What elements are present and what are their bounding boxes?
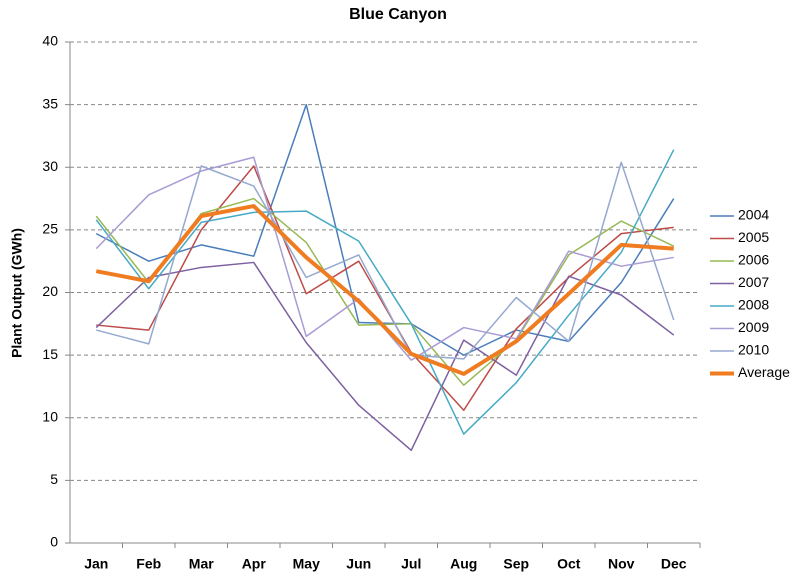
legend-label: 2010 [738,342,769,358]
x-tick-label: Feb [136,556,161,572]
series-line [96,161,675,360]
legend-label: 2009 [738,319,769,335]
legend-label: 2005 [738,229,769,245]
legend-label: Average [738,364,790,380]
x-tick-label: Mar [189,556,214,572]
y-tick-label: 20 [42,283,58,299]
y-tick-label: 25 [42,221,58,237]
x-tick-label: Jul [401,556,421,572]
x-tick-label: Apr [242,556,267,572]
x-tick-label: Sep [503,556,529,572]
y-tick-label: 30 [42,158,58,174]
series-line [95,204,674,376]
series-line [95,261,675,452]
y-tick-label: 0 [50,534,58,550]
x-tick-label: Aug [450,556,477,572]
legend-label: 2008 [738,297,769,313]
y-tick-label: 35 [42,95,58,111]
x-tick-label: Nov [608,556,635,572]
series-line [96,165,674,411]
y-tick-label: 15 [42,346,58,362]
y-tick-label: 10 [42,408,58,424]
x-tick-label: Jan [84,556,108,572]
y-tick-label: 40 [42,33,58,49]
chart-title: Blue Canyon [349,6,447,23]
x-tick-label: Jun [346,556,371,572]
x-tick-label: May [293,556,320,572]
legend-label: 2007 [738,274,769,290]
series-line [95,149,675,435]
legend-label: 2006 [738,252,769,268]
y-axis-label: Plant Output (GWh) [9,228,25,358]
x-tick-label: Oct [557,556,581,572]
y-tick-label: 5 [50,471,58,487]
legend-label: 2004 [738,207,769,223]
x-tick-label: Dec [661,556,687,572]
